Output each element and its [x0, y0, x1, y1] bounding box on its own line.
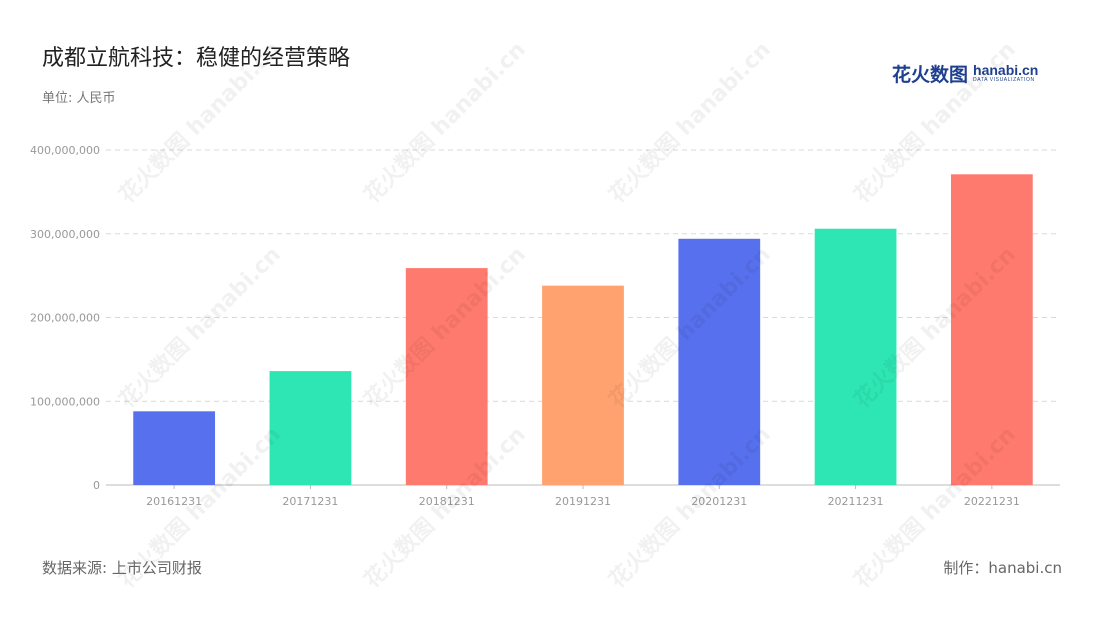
unit-label: 单位: 人民币: [42, 91, 116, 106]
bar: [133, 411, 216, 485]
x-tick-label: 20161231: [146, 495, 202, 508]
x-tick-label: 20181231: [419, 495, 475, 508]
y-tick-label: 0: [93, 479, 100, 492]
brand-logo: 花火数图 hanabi.cn DATA VISUALIZATION: [892, 60, 1038, 87]
bar: [405, 268, 488, 485]
chart-title: 成都立航科技：稳健的经营策略: [42, 46, 351, 71]
y-tick-label: 400,000,000: [30, 144, 100, 157]
credit-label: 制作：hanabi.cn: [943, 559, 1062, 577]
x-tick-label: 20191231: [555, 495, 611, 508]
bar: [542, 285, 624, 485]
y-tick-label: 200,000,000: [30, 312, 100, 325]
bar: [950, 174, 1033, 485]
y-tick-label: 300,000,000: [30, 228, 100, 241]
bar: [269, 371, 352, 485]
x-tick-label: 20211231: [828, 495, 884, 508]
bar: [678, 238, 761, 485]
logo-chinese-text: 花火数图: [892, 64, 969, 86]
data-source: 数据来源: 上市公司财报: [42, 559, 202, 577]
y-tick-label: 100,000,000: [30, 395, 100, 408]
logo-tagline: DATA VISUALIZATION: [973, 77, 1035, 83]
x-tick-label: 20201231: [691, 495, 747, 508]
x-tick-label: 20221231: [964, 495, 1020, 508]
logo-english-text: hanabi.cn: [973, 62, 1039, 78]
logo-english-block: hanabi.cn DATA VISUALIZATION: [973, 63, 1038, 84]
bar: [814, 228, 897, 485]
x-tick-label: 20171231: [282, 495, 338, 508]
